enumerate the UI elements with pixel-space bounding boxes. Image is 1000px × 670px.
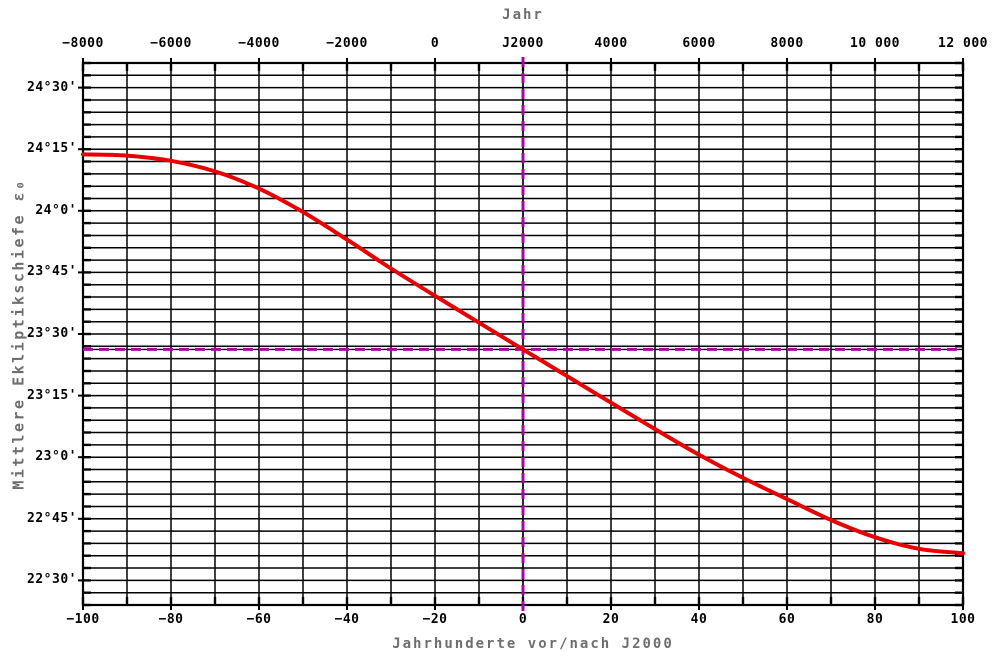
x-top-tick-label: 6000 (682, 36, 716, 51)
x-bottom-tick-label: 100 (950, 612, 976, 627)
x-bottom-tick-label: −80 (158, 612, 184, 627)
y-tick-label: 23°45' (27, 264, 77, 279)
x-bottom-tick-label: −20 (422, 612, 448, 627)
x-top-tick-label: −8000 (62, 36, 104, 51)
y-tick-label: 23°30' (27, 326, 77, 341)
x-top-tick-label: 10 000 (850, 36, 900, 51)
x-top-tick-label: J2000 (502, 36, 544, 51)
x-bottom-tick-label: 40 (690, 612, 708, 627)
obliquity-curve (81, 152, 965, 556)
x-top-tick-label: 4000 (594, 36, 628, 51)
x-bottom-tick-label: −60 (246, 612, 272, 627)
y-tick-label: 23°0' (35, 449, 77, 464)
y-tick-label: 24°15' (27, 141, 77, 156)
x-bottom-tick-label: 60 (778, 612, 796, 627)
x-top-tick-label: 8000 (770, 36, 804, 51)
y-tick-label: 24°0' (35, 203, 77, 218)
x-bottom-tick-label: 20 (602, 612, 620, 627)
x-axis-title: Jahrhunderte vor/nach J2000 (392, 636, 674, 652)
x-bottom-tick-label: −40 (334, 612, 360, 627)
top-axis-title: Jahr (502, 7, 544, 23)
x-bottom-tick-label: −100 (66, 612, 100, 627)
y-tick-label: 22°45' (27, 511, 77, 526)
x-top-tick-label: −4000 (238, 36, 280, 51)
x-bottom-tick-label: 0 (518, 612, 528, 627)
x-top-tick-label: 0 (430, 36, 440, 51)
x-bottom-tick-label: 80 (866, 612, 884, 627)
y-tick-label: 23°15' (27, 388, 77, 403)
x-top-tick-label: −2000 (326, 36, 368, 51)
x-top-tick-label: 12 000 (938, 36, 988, 51)
y-tick-label: 24°30' (27, 80, 77, 95)
y-tick-label: 22°30' (27, 572, 77, 587)
x-top-tick-label: −6000 (150, 36, 192, 51)
